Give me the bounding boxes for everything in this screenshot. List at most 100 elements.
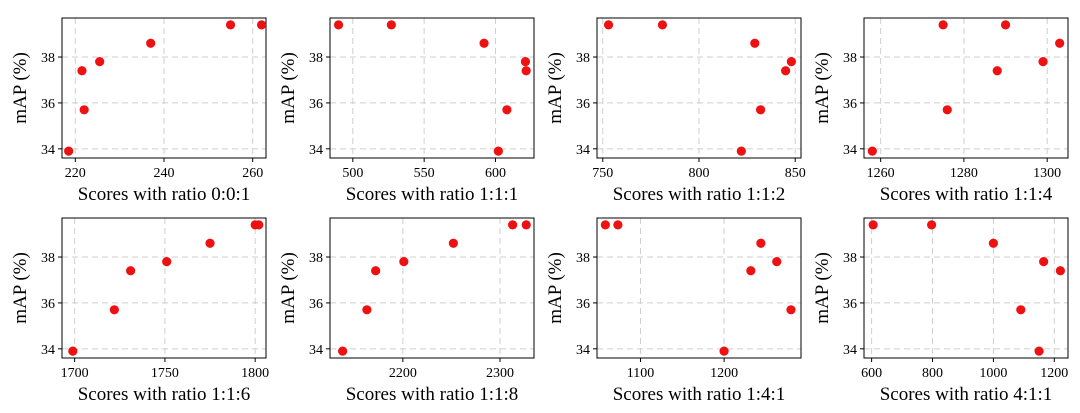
- data-point: [603, 20, 614, 30]
- y-tick-label: 34: [41, 343, 55, 358]
- data-point: [926, 220, 937, 230]
- x-axis-label: Scores with ratio 1:1:2: [613, 184, 786, 205]
- data-point: [126, 266, 136, 276]
- data-point: [755, 105, 766, 115]
- scatter-subplot-2: 500 550 600 34 36 38 Scores with ratio 1:1:1 mA…: [278, 17, 535, 205]
- data-point: [146, 38, 156, 48]
- data-point: [508, 220, 518, 230]
- y-axis-label: mAP (%): [278, 52, 299, 124]
- data-point: [64, 146, 74, 156]
- y-tick-label: 34: [576, 143, 590, 158]
- x-tick-label: 1100: [627, 366, 654, 381]
- x-tick-label: 850: [785, 166, 806, 181]
- x-tick-label: 500: [342, 166, 363, 181]
- y-tick-label: 38: [576, 51, 590, 66]
- x-tick-label: 260: [242, 166, 263, 181]
- data-point: [1000, 20, 1011, 30]
- x-tick-label: 800: [922, 366, 943, 381]
- y-tick-label: 38: [843, 251, 857, 266]
- y-axis-label: mAP (%): [812, 252, 833, 324]
- x-axis-label: Scores with ratio 1:1:8: [346, 384, 519, 405]
- scatter-subplot-1: 220 240 260 34 36 38 Scores with ratio 0:0:1 mA…: [10, 17, 267, 205]
- plot-frame: [329, 217, 535, 359]
- y-tick-label: 36: [576, 297, 590, 312]
- y-axis-label: mAP (%): [10, 252, 31, 324]
- plot-frame: [329, 17, 535, 159]
- x-tick-label: 220: [65, 166, 86, 181]
- scatter-subplot-4: 1260 1280 1300 34 36 38 Scores with ratio 1:1:…: [812, 17, 1069, 205]
- data-point: [399, 257, 409, 267]
- y-tick-label: 36: [41, 97, 55, 112]
- data-point: [254, 220, 264, 230]
- data-point: [333, 20, 344, 30]
- y-tick-label: 38: [309, 251, 323, 266]
- scatter-subplot-8: 600 800 1000 1200 34 36 38 Scores with ratio 4:…: [812, 217, 1069, 405]
- y-tick-label: 36: [309, 297, 323, 312]
- data-point: [938, 20, 948, 30]
- data-point: [746, 266, 756, 276]
- data-point: [79, 105, 89, 115]
- plot-frame: [61, 217, 267, 359]
- scatter-subplot-3: 750 800 850 34 36 38 Scores with ratio 1:1:2 mA…: [545, 17, 806, 205]
- data-point: [1034, 346, 1044, 356]
- x-tick-label: 1750: [151, 366, 179, 381]
- data-point: [1038, 57, 1048, 67]
- data-point: [256, 20, 267, 30]
- x-tick-label: 1000: [979, 366, 1007, 381]
- x-axis-label: Scores with ratio 0:0:1: [78, 184, 251, 205]
- data-point: [205, 238, 215, 248]
- x-tick-label: 240: [154, 166, 175, 181]
- y-tick-label: 36: [843, 297, 857, 312]
- x-tick-label: 1700: [61, 366, 89, 381]
- y-axis-label: mAP (%): [545, 52, 566, 124]
- x-tick-label: 1280: [950, 166, 978, 181]
- data-point: [520, 57, 531, 67]
- y-tick-label: 36: [41, 297, 55, 312]
- x-tick-label: 1260: [867, 166, 895, 181]
- x-tick-label: 750: [592, 166, 613, 181]
- x-tick-label: 1300: [1033, 166, 1061, 181]
- data-point: [942, 105, 952, 115]
- x-axis-label: Scores with ratio 4:1:1: [880, 384, 1053, 405]
- data-point: [1055, 266, 1065, 276]
- y-tick-label: 38: [41, 51, 55, 66]
- x-tick-label: 2200: [389, 366, 417, 381]
- x-tick-label: 600: [485, 166, 506, 181]
- y-tick-label: 38: [576, 251, 590, 266]
- data-point: [386, 20, 396, 30]
- data-point: [750, 38, 760, 48]
- x-axis-label: Scores with ratio 1:1:1: [346, 184, 519, 205]
- data-point: [786, 57, 796, 67]
- x-tick-label: 1200: [710, 366, 738, 381]
- data-point: [600, 220, 610, 230]
- y-axis-label: mAP (%): [545, 252, 566, 324]
- y-tick-label: 34: [309, 143, 323, 158]
- data-point: [1039, 257, 1049, 267]
- data-point: [613, 220, 623, 230]
- scatter-subplot-6: 2200 2300 34 36 38 Scores with ratio 1:1:8 mAP…: [278, 217, 535, 405]
- data-point: [109, 305, 119, 315]
- data-point: [736, 146, 746, 156]
- y-tick-label: 36: [843, 97, 857, 112]
- x-tick-label: 600: [861, 366, 882, 381]
- y-tick-label: 34: [843, 143, 857, 158]
- y-axis-label: mAP (%): [10, 52, 31, 124]
- data-point: [521, 66, 531, 76]
- data-point: [1016, 305, 1026, 315]
- data-point: [868, 220, 878, 230]
- scatter-subplot-5: 1700 1750 1800 34 36 38 Scores with ratio 1:1:…: [10, 217, 269, 405]
- plot-frame: [863, 217, 1069, 359]
- data-point: [448, 238, 458, 248]
- y-tick-label: 36: [309, 97, 323, 112]
- data-point: [781, 66, 791, 76]
- data-point: [371, 266, 381, 276]
- y-tick-label: 38: [309, 51, 323, 66]
- data-point: [1055, 38, 1065, 48]
- data-point: [657, 20, 668, 30]
- data-point: [479, 38, 489, 48]
- data-point: [162, 257, 172, 267]
- data-point: [772, 257, 782, 267]
- y-tick-label: 36: [576, 97, 590, 112]
- data-point: [338, 346, 348, 356]
